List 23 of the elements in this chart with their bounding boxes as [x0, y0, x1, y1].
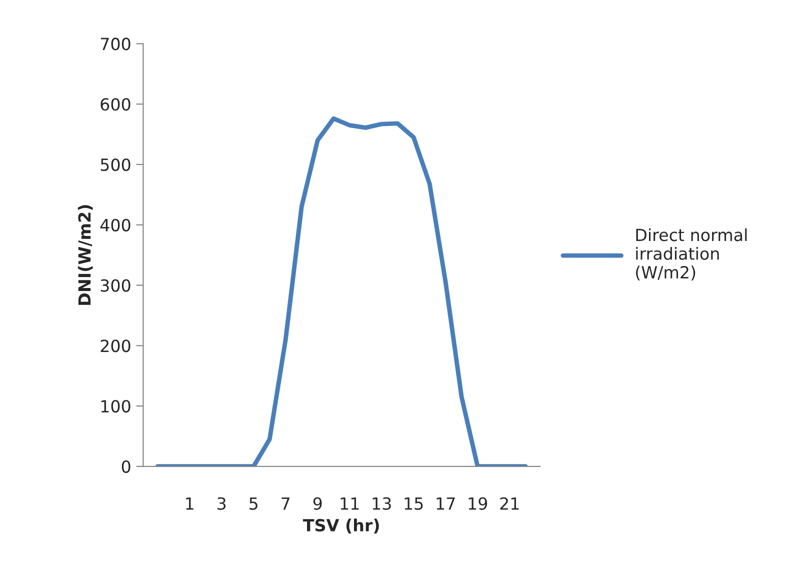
x-tick-label: 9 [313, 497, 322, 510]
y-tick-label: 300 [100, 279, 130, 292]
y-tick-label: 400 [100, 218, 130, 232]
y-tick-label: 200 [100, 340, 130, 352]
y-axis-title: DNI(W/m2) [78, 205, 93, 305]
x-axis-title: TSV (hr) [302, 518, 379, 534]
legend-label: Direct normal irradiation (W/m2) [636, 228, 747, 281]
x-tick-label: 7 [282, 497, 290, 510]
x-tick-label: 5 [250, 497, 258, 510]
x-tick-label: 19 [468, 497, 488, 510]
y-tick-label: 0 [122, 460, 130, 473]
x-tick-label: 15 [404, 497, 423, 510]
y-tick-label: 700 [100, 38, 130, 50]
y-tick-label: 600 [100, 98, 130, 111]
x-tick-label: 3 [218, 497, 226, 510]
x-tick-label: 17 [436, 497, 455, 510]
x-tick-label: 11 [340, 497, 359, 510]
x-tick-label: 21 [500, 497, 519, 510]
x-tick-label: 13 [372, 497, 391, 510]
y-tick-label: 500 [100, 158, 130, 172]
y-tick-label: 100 [101, 400, 130, 413]
line-series [155, 116, 528, 466]
x-tick-label: 1 [186, 497, 194, 510]
